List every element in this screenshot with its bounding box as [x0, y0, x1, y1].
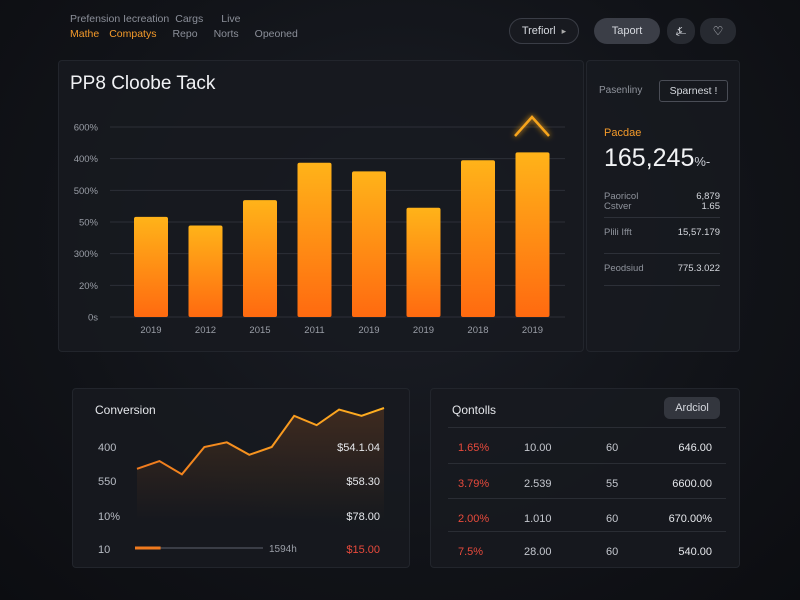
chevron-right-icon: ▸	[561, 25, 567, 36]
trend-chevron-icon	[514, 115, 550, 137]
nav-item-mathe[interactable]: Mathe	[70, 28, 100, 40]
cell-percent: 2.00%	[458, 513, 490, 525]
nav-item-norts[interactable]: Norts	[213, 28, 239, 40]
side-summary-panel	[586, 60, 740, 352]
conversion-row-label: 400	[98, 442, 117, 454]
controls-action-button[interactable]: Ardciol	[664, 397, 720, 419]
stat-label: Peodsiud	[604, 263, 644, 274]
cell-amount: 6600.00	[672, 478, 712, 490]
y-tick-label: 500%	[74, 186, 99, 197]
conversion-row-value: $58.30	[346, 476, 380, 488]
table-row[interactable]: 1.65% 10.00 60 646.00	[448, 427, 726, 461]
nav-top-item[interactable]: Live	[221, 13, 241, 25]
stat-value: 775.3.022	[677, 263, 720, 274]
conversion-area	[137, 408, 384, 520]
stat-value: 15,57.179	[677, 227, 720, 238]
bar[interactable]	[461, 160, 495, 317]
progress-fill	[135, 546, 161, 550]
top-nav-primary: Mathe Compatys Repo Norts Opeoned	[70, 28, 298, 40]
export-button[interactable]: Taport	[594, 18, 660, 44]
conversion-row-value: $78.00	[346, 511, 380, 523]
stat-row: Paoricol Cstver 6,879 1.65	[604, 192, 720, 218]
cell-amount: 646.00	[678, 442, 712, 454]
nav-item-compatys[interactable]: Compatys	[109, 28, 157, 40]
bar[interactable]	[243, 200, 277, 317]
bar[interactable]	[188, 225, 223, 317]
x-tick-label: 2018	[467, 325, 488, 336]
conversion-row-label: 10	[98, 544, 111, 556]
x-tick-label: 2012	[195, 325, 216, 336]
cell-value: 1.010	[524, 513, 552, 525]
filter-label: Trefiorl	[521, 25, 556, 37]
x-tick-label: 2019	[358, 325, 379, 336]
table-row[interactable]: 3.79% 2.539 55 6600.00	[448, 463, 726, 497]
kpi-number: 165,245	[604, 144, 695, 172]
cell-count: 60	[606, 442, 619, 454]
stat-row: Plili Ifft 15,57.179	[604, 228, 720, 254]
x-tick-label: 2019	[522, 325, 543, 336]
cell-count: 60	[606, 546, 619, 558]
cell-count: 60	[606, 513, 619, 525]
conversion-line	[136, 407, 385, 476]
cell-amount: 540.00	[678, 546, 712, 558]
cell-count: 55	[606, 478, 619, 490]
x-tick-label: 2019	[140, 325, 161, 336]
cell-percent: 7.5%	[458, 546, 484, 558]
cell-value: 2.539	[524, 478, 552, 490]
chart-title: PP8 Cloobe Tack	[70, 73, 216, 94]
table-row[interactable]: 2.00% 1.010 60 670.00%	[448, 498, 726, 532]
bookmark-icon-button[interactable]: ⍼	[667, 18, 695, 44]
bar[interactable]	[515, 152, 550, 317]
conversion-row-value: $15.00	[346, 544, 380, 556]
cell-value: 10.00	[524, 442, 552, 454]
x-tick-label: 2015	[249, 325, 270, 336]
nav-top-item[interactable]: Prefension Iecreation	[70, 13, 170, 25]
y-tick-label: 20%	[79, 281, 99, 292]
cell-percent: 3.79%	[458, 478, 490, 490]
y-tick-label: 0s	[88, 313, 98, 324]
side-action-button[interactable]: Sparnest !	[659, 80, 728, 102]
cell-amount: 670.00%	[668, 513, 712, 525]
bar[interactable]	[352, 171, 386, 317]
conversion-row-value: $54.1.04	[337, 442, 380, 454]
bookmark-icon: ⍼	[675, 23, 687, 38]
x-tick-label: 2019	[413, 325, 434, 336]
conversion-row-label: 550	[98, 476, 117, 488]
nav-item-opeoned[interactable]: Opeoned	[254, 28, 298, 40]
x-tick-label: 2011	[304, 325, 324, 336]
top-nav-secondary: Prefension Iecreation Cargs Live	[70, 13, 241, 25]
cell-value: 28.00	[524, 546, 552, 558]
stat-label: Plili Ifft	[604, 227, 632, 238]
favorite-icon-button[interactable]: ♡	[700, 18, 736, 44]
y-tick-label: 600%	[74, 123, 99, 134]
stat-label: Paoricol Cstver	[604, 191, 639, 212]
stat-value: 6,879 1.65	[696, 191, 720, 212]
stat-row: Peodsiud 775.3.022	[604, 264, 720, 286]
kpi-value: 165,245%-	[604, 144, 710, 173]
bar[interactable]	[297, 162, 332, 317]
table-row[interactable]: 7.5% 28.00 60 540.00	[448, 531, 726, 565]
y-tick-label: 400%	[74, 154, 99, 165]
controls-title: Qontolls	[452, 403, 497, 417]
y-tick-label: 50%	[79, 218, 99, 229]
heart-icon: ♡	[712, 24, 724, 38]
progress-track	[135, 547, 263, 549]
y-tick-label: 300%	[74, 249, 99, 260]
cell-percent: 1.65%	[458, 442, 490, 454]
conversion-row-label: 10%	[98, 511, 121, 523]
bar[interactable]	[134, 216, 168, 317]
bar[interactable]	[406, 207, 441, 317]
filter-button[interactable]: Trefiorl ▸	[509, 18, 579, 44]
progress-label: 1594h	[269, 544, 297, 555]
kpi-label: Pacdae	[604, 127, 642, 139]
kpi-unit: %-	[694, 154, 711, 169]
side-label: Pasenliny	[599, 85, 643, 96]
nav-item-repo[interactable]: Repo	[172, 28, 198, 40]
conversion-title: Conversion	[95, 403, 156, 417]
nav-top-item[interactable]: Cargs	[175, 13, 204, 25]
